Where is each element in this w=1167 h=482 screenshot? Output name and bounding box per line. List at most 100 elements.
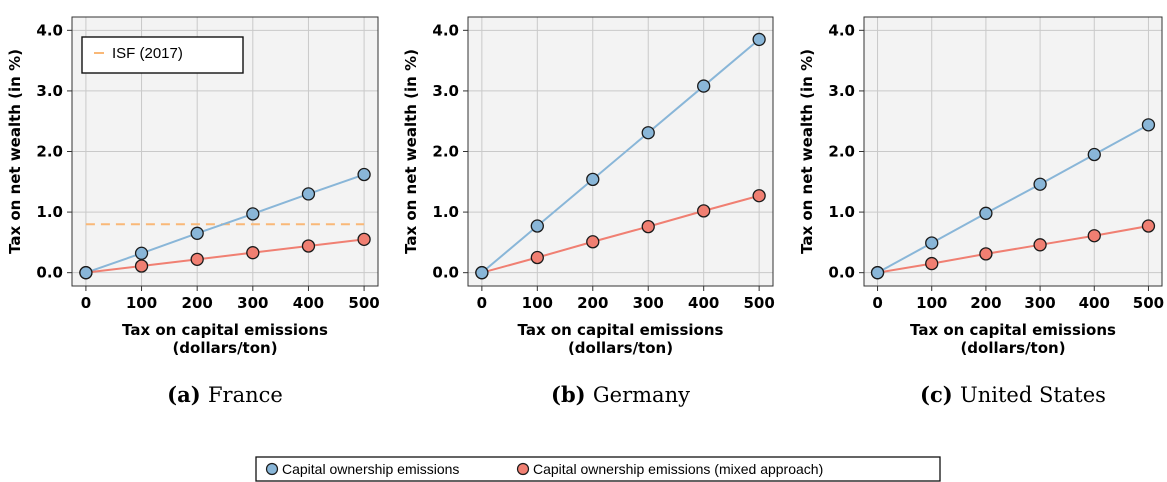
caption-text: United States xyxy=(960,383,1106,407)
x-tick-label: 500 xyxy=(348,294,379,312)
x-tick-label: 400 xyxy=(688,294,719,312)
data-point-series-0 xyxy=(246,207,260,221)
data-point-series-1 xyxy=(190,252,204,266)
caption-text: Germany xyxy=(593,383,690,407)
data-point-series-1 xyxy=(357,232,371,246)
caption-letter: (c) xyxy=(920,382,960,407)
x-tick-label: 0 xyxy=(872,294,882,312)
panel-1: 0 100 200 300 400 500 0.0 1.0 2.0 3.0 4.0 Tax on ca… xyxy=(402,16,775,407)
data-point-series-0 xyxy=(586,172,600,187)
legend-marker-1 xyxy=(516,462,530,476)
caption-letter: (a) xyxy=(167,382,208,407)
data-point-series-1 xyxy=(530,250,544,265)
x-tick-label: 300 xyxy=(237,294,268,312)
x-axis-label: Tax on capital emissions xyxy=(518,321,724,339)
legend: Capital ownership emissions Capital owner… xyxy=(255,456,941,482)
inset-legend: ISF (2017) xyxy=(81,36,244,74)
series-line-0 xyxy=(877,123,1149,274)
y-tick-label: 4.0 xyxy=(828,21,855,39)
legend-marker-0 xyxy=(265,462,279,476)
data-point-series-1 xyxy=(246,246,260,260)
x-axis-label-units: (dollars/ton) xyxy=(172,339,277,357)
data-point-series-0 xyxy=(1141,118,1156,132)
series-line-0 xyxy=(481,38,760,274)
data-point-series-0 xyxy=(475,266,489,280)
panel-0: 0 100 200 300 400 500 0.0 1.0 2.0 3.0 4.0 Tax on ca… xyxy=(6,16,380,407)
data-point-series-1 xyxy=(641,219,655,234)
data-point-series-1 xyxy=(1141,219,1156,233)
data-point-series-1 xyxy=(752,189,766,203)
x-tick-label: 300 xyxy=(633,294,664,312)
panel-caption: (b) Germany xyxy=(551,382,690,407)
y-tick-label: 1.0 xyxy=(36,203,63,221)
data-point-series-0 xyxy=(190,226,204,240)
series-line-1 xyxy=(877,225,1149,274)
data-point-series-1 xyxy=(1033,238,1047,252)
x-axis-label-units: (dollars/ton) xyxy=(960,339,1065,357)
y-tick-label: 0.0 xyxy=(828,264,855,282)
x-tick-label: 100 xyxy=(916,294,947,312)
y-axis-label: Tax on net wealth (in %) xyxy=(798,49,816,254)
data-point-series-0 xyxy=(925,236,939,250)
x-tick-label: 500 xyxy=(743,294,774,312)
y-tick-label: 3.0 xyxy=(432,82,459,100)
series-line-1 xyxy=(85,238,365,274)
data-point-series-0 xyxy=(752,32,766,47)
data-point-series-0 xyxy=(979,206,993,220)
data-point-series-1 xyxy=(925,256,939,271)
y-axis-label: Tax on net wealth (in %) xyxy=(402,49,420,254)
data-point-series-0 xyxy=(530,219,544,233)
y-tick-label: 3.0 xyxy=(36,82,63,100)
data-point-series-0 xyxy=(870,266,885,280)
x-tick-label: 200 xyxy=(577,294,608,312)
x-tick-label: 400 xyxy=(293,294,324,312)
data-point-series-1 xyxy=(134,259,149,273)
y-tick-label: 0.0 xyxy=(36,264,63,282)
panel-caption: (a) France xyxy=(167,382,283,407)
y-tick-label: 0.0 xyxy=(432,264,459,282)
y-tick-label: 1.0 xyxy=(828,203,855,221)
y-tick-label: 4.0 xyxy=(432,21,459,39)
x-tick-label: 100 xyxy=(126,294,157,312)
data-point-series-1 xyxy=(1087,229,1101,243)
x-tick-label: 500 xyxy=(1133,294,1164,312)
panel-caption: (c) United States xyxy=(920,382,1106,407)
data-point-series-0 xyxy=(134,246,149,260)
legend-label-1: Capital ownership emissions (mixed appro… xyxy=(533,461,823,477)
data-point-series-1 xyxy=(586,235,600,249)
x-tick-label: 400 xyxy=(1079,294,1110,312)
y-tick-label: 2.0 xyxy=(828,143,855,161)
data-point-series-0 xyxy=(641,126,655,140)
y-tick-label: 2.0 xyxy=(36,143,63,161)
data-point-series-1 xyxy=(697,204,711,218)
data-point-series-0 xyxy=(79,266,93,280)
caption-letter: (b) xyxy=(551,382,593,407)
series-line-0 xyxy=(85,173,365,274)
caption-text: France xyxy=(208,383,283,407)
x-tick-label: 0 xyxy=(477,294,487,312)
data-point-series-0 xyxy=(357,167,371,182)
data-point-series-1 xyxy=(301,239,316,253)
x-tick-label: 100 xyxy=(522,294,553,312)
data-point-series-1 xyxy=(979,247,993,261)
legend-box xyxy=(255,456,941,482)
inset-legend-label: ISF (2017) xyxy=(112,45,183,62)
data-point-series-0 xyxy=(1087,147,1101,162)
y-tick-label: 3.0 xyxy=(828,82,855,100)
x-axis-label: Tax on capital emissions xyxy=(122,321,328,339)
data-point-series-0 xyxy=(1033,177,1047,191)
x-tick-label: 200 xyxy=(970,294,1001,312)
data-point-series-0 xyxy=(697,79,711,93)
y-tick-label: 4.0 xyxy=(36,21,63,39)
panel-2: 0 100 200 300 400 500 0.0 1.0 2.0 3.0 4.0 Tax on ca… xyxy=(798,16,1164,407)
inset-legend-box xyxy=(81,36,244,74)
x-axis-label: Tax on capital emissions xyxy=(910,321,1116,339)
legend-label-0: Capital ownership emissions xyxy=(282,461,459,477)
y-axis-label: Tax on net wealth (in %) xyxy=(6,49,24,254)
x-axis-label-units: (dollars/ton) xyxy=(568,339,673,357)
x-tick-label: 200 xyxy=(182,294,213,312)
series-line-1 xyxy=(481,194,760,274)
x-tick-label: 0 xyxy=(81,294,91,312)
y-tick-label: 2.0 xyxy=(432,143,459,161)
